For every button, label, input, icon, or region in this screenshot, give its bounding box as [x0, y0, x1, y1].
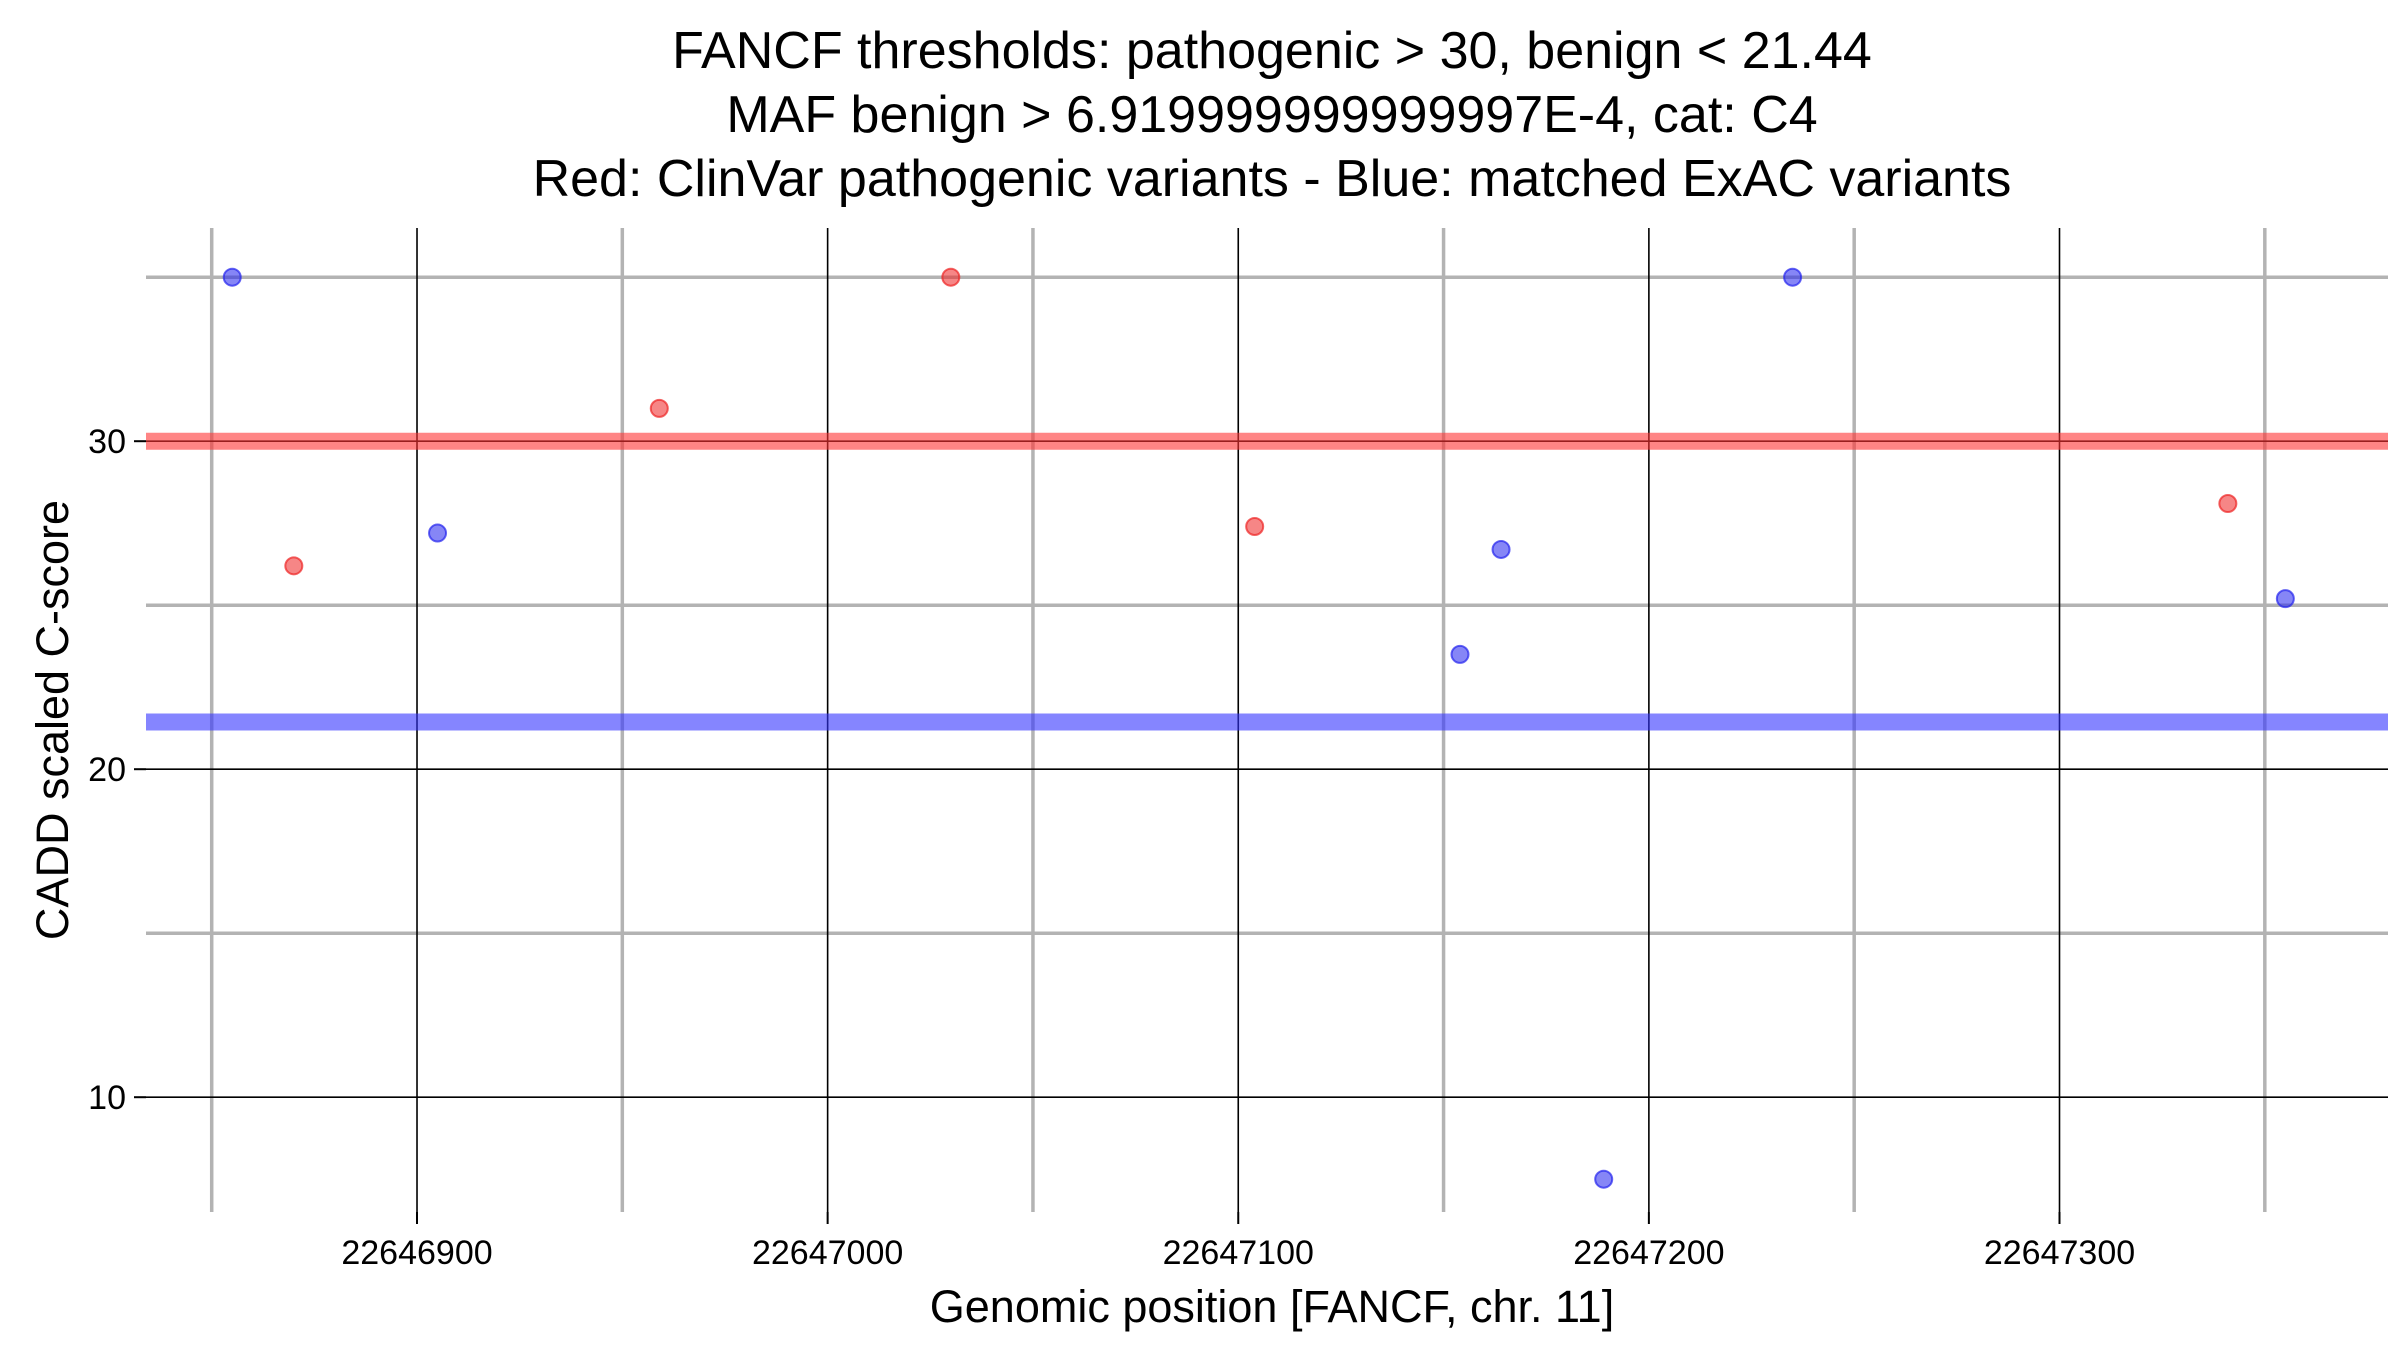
y-tick-label: 10 [88, 1079, 126, 1117]
y-tick-label: 30 [88, 423, 126, 461]
y-axis-label: CADD scaled C-score [27, 500, 78, 940]
y-tick-label: 20 [88, 751, 126, 789]
title-line-1: FANCF thresholds: pathogenic > 30, benig… [672, 22, 1872, 80]
pathogenic-variant-point [2218, 494, 2238, 514]
benign-variant-point [1450, 644, 1470, 664]
title-line-3: Red: ClinVar pathogenic variants - Blue:… [533, 150, 2012, 208]
x-axis-label: Genomic position [FANCF, chr. 11] [930, 1281, 1614, 1332]
x-tick-label: 22647300 [1984, 1234, 2135, 1272]
x-tick-label: 22646900 [341, 1234, 492, 1272]
x-tick-label: 22647100 [1163, 1234, 1314, 1272]
pathogenic-variant-point [649, 398, 669, 418]
y-axis-ticks: 10 20 30 [88, 423, 146, 1117]
data-points [222, 267, 2295, 1189]
benign-variant-point [428, 523, 448, 543]
benign-variant-point [1783, 267, 1803, 287]
chart-title: FANCF thresholds: pathogenic > 30, benig… [533, 22, 2012, 208]
benign-variant-point [1491, 539, 1511, 559]
pathogenic-variant-point [284, 556, 304, 576]
x-axis-ticks: 22646900 22647000 22647100 22647200 22647300 [341, 1212, 2135, 1272]
x-tick-label: 22647200 [1573, 1234, 1724, 1272]
pathogenic-variant-point [1245, 516, 1265, 536]
title-line-2: MAF benign > 6.919999999999997E-4, cat: … [726, 86, 1817, 144]
benign-variant-point [2275, 589, 2295, 609]
pathogenic-variant-point [941, 267, 961, 287]
benign-variant-point [1594, 1169, 1614, 1189]
threshold-lines [146, 432, 2388, 731]
benign-variant-point [222, 267, 242, 287]
x-tick-label: 22647000 [752, 1234, 903, 1272]
